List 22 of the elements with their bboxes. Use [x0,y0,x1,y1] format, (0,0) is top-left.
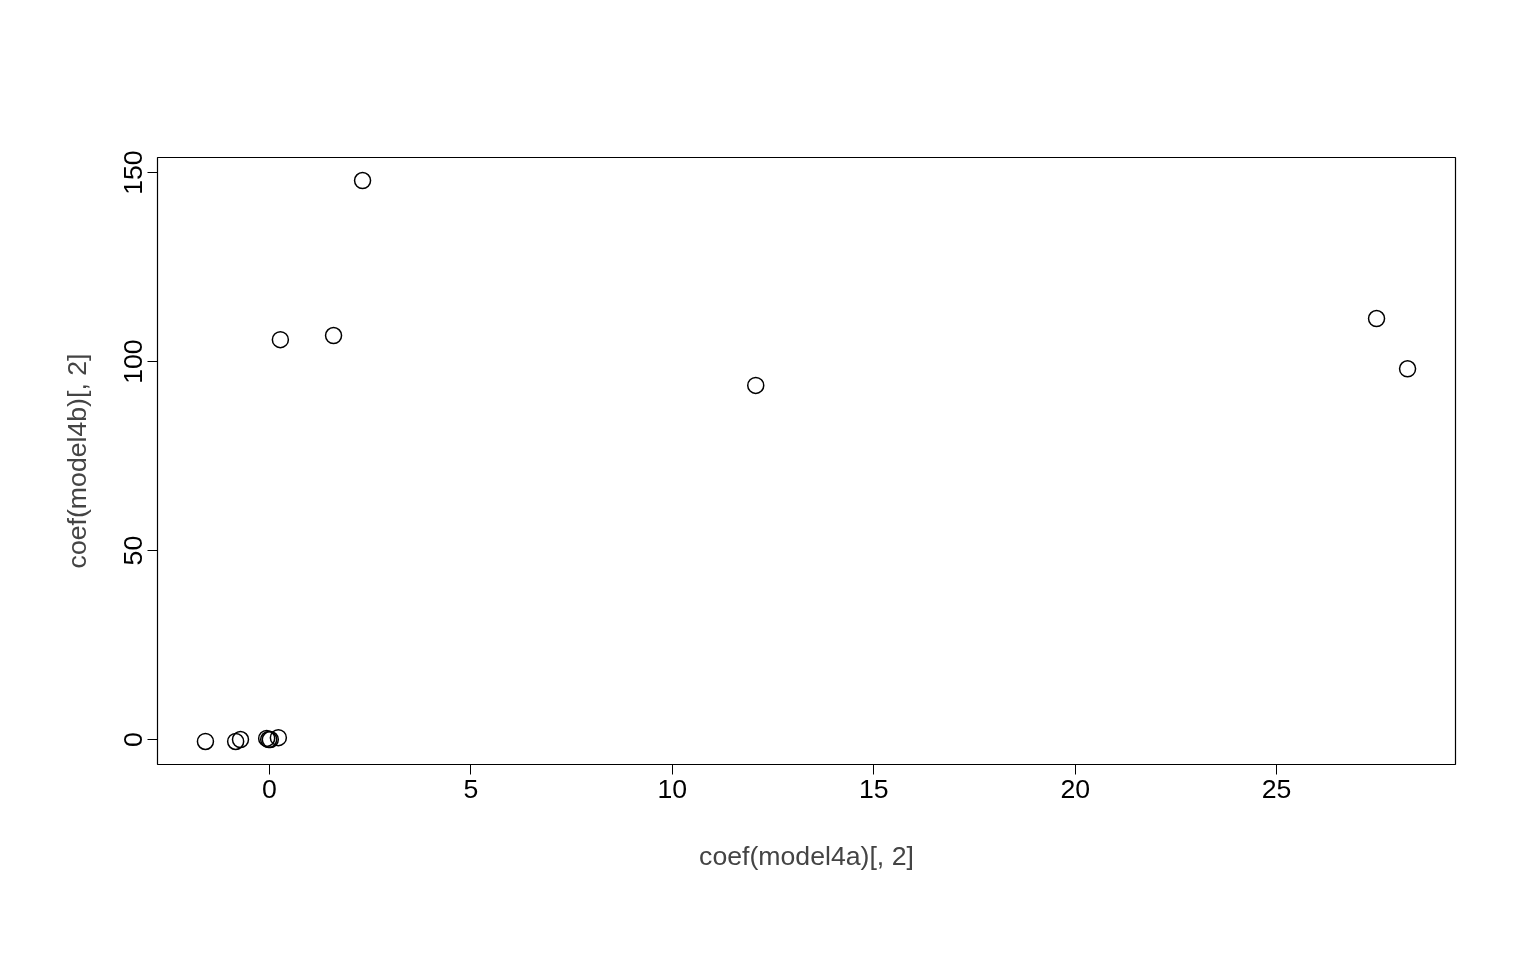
point [746,376,765,395]
point [269,728,288,747]
point [324,326,343,345]
point [1367,309,1386,328]
point [353,171,372,190]
x-tick-label: 20 [1060,773,1091,804]
x-tick-label: 5 [463,773,479,804]
x-tick-label: 10 [657,773,688,804]
y-tick-label: 50 [118,535,149,566]
point [226,732,245,751]
point [196,732,215,751]
x-tick-label: 25 [1261,773,1292,804]
y-tick-label: 150 [118,150,149,195]
x-tick-label: 0 [262,773,277,804]
y-axis-title: coef(model4b)[, 2] [61,353,92,569]
x-tick-label: 15 [858,773,889,804]
point [1398,360,1417,378]
y-tick-label: 0 [118,732,149,747]
x-axis-title: coef(model4a)[, 2] [699,840,914,871]
point [271,330,290,349]
y-tick-label: 100 [118,339,149,384]
point [231,730,250,749]
